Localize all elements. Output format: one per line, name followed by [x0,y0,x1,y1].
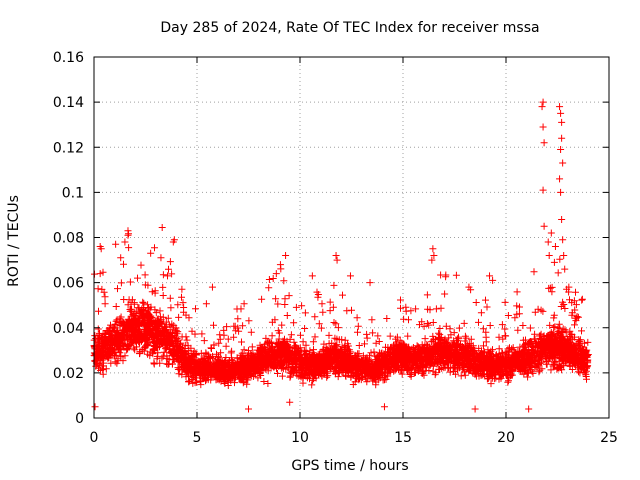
y-tick-label: 0 [75,411,84,427]
x-axis-label: GPS time / hours [291,458,408,474]
y-tick-label: 0.14 [53,95,84,111]
roti-point [559,159,567,167]
roti-point [540,139,548,147]
x-tick-label: 5 [193,430,202,446]
roti-point [547,229,555,237]
roti-point [558,134,566,142]
roti-point [346,272,354,280]
roti-point [538,103,546,111]
x-tick-label: 10 [291,430,309,446]
roti-point [276,261,284,269]
roti-point [471,405,479,413]
y-tick-label: 0.04 [53,321,84,337]
data-points [90,98,592,413]
roti-point [573,312,581,320]
y-tick-label: 0.16 [53,50,84,66]
x-tick-label: 0 [90,430,99,446]
roti-point [558,118,566,126]
roti-point [208,283,216,291]
roti-point [525,405,533,413]
roti-point [272,270,280,278]
roti-point [540,222,548,230]
roti-point [147,249,155,257]
roti-point [557,188,565,196]
roti-point [486,272,494,280]
roti-point [557,109,565,117]
roti-point [124,231,132,239]
axis-ticks: 0 5 10 15 20 25 0 0.02 0.04 0.06 0.08 0.1 0.12 0.14 0.… [53,50,618,446]
roti-point [560,252,568,260]
roti-point [429,245,437,253]
roti-point [112,240,120,248]
roti-point [308,272,316,280]
y-tick-label: 0.12 [53,140,84,156]
roti-point [544,238,552,246]
roti-point [169,238,177,246]
roti-point [428,256,436,264]
roti-point [96,270,104,278]
y-tick-label: 0.08 [53,231,84,247]
roti-point [121,238,129,246]
roti-point [97,245,105,253]
x-tick-label: 20 [497,430,515,446]
roti-point [286,398,294,406]
roti-point [380,403,388,411]
roti-point [558,215,566,223]
roti-point [430,252,438,260]
roti-point [539,123,547,131]
y-tick-label: 0.1 [62,185,84,201]
roti-scatter-points [90,224,592,389]
x-tick-label: 15 [394,430,412,446]
roti-point [551,243,559,251]
roti-point [556,103,564,111]
roti-point [539,98,547,106]
y-tick-label: 0.02 [53,366,84,382]
roti-point [333,256,341,264]
y-tick-label: 0.06 [53,276,84,292]
roti-point [539,186,547,194]
roti-point [157,254,165,262]
roti-point [556,175,564,183]
roti-point [332,252,340,260]
roti-point [366,279,374,287]
roti-point [91,403,99,411]
roti-point [465,283,473,291]
x-tick-label: 25 [600,430,618,446]
roti-point [282,252,290,260]
roti-point [557,146,565,154]
roti-point [561,265,569,273]
roti-point [559,236,567,244]
roti-point [489,276,497,284]
roti-point [245,405,252,413]
chart-title: Day 285 of 2024, Rate Of TEC Index for r… [160,20,539,36]
roti-point [565,283,573,291]
y-axis-label: ROTI / TECUs [6,195,22,287]
roti-point [550,258,558,266]
